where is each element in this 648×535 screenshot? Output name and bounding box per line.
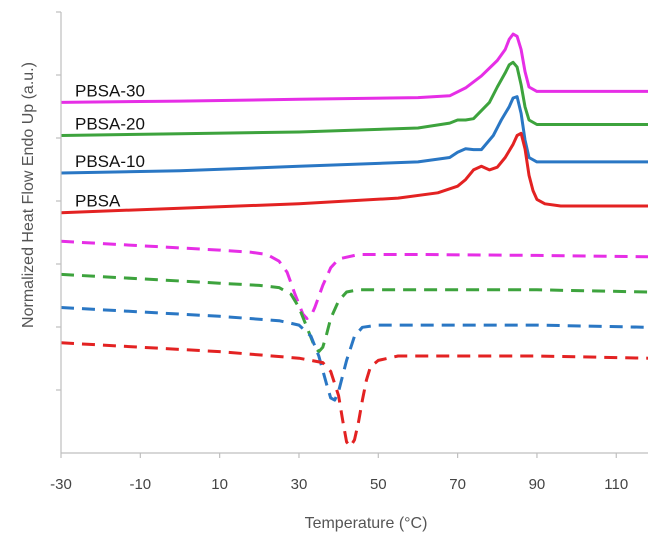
series-label: PBSA	[75, 192, 121, 211]
x-tick-label: 30	[291, 476, 308, 493]
x-tick-label: -10	[129, 476, 151, 493]
plot-lines	[60, 32, 648, 448]
x-tick-label: 110	[604, 476, 628, 493]
cooling-curve	[60, 341, 648, 448]
x-tick-label: 10	[211, 476, 228, 493]
x-tick-label: 50	[370, 476, 387, 493]
y-axis-ticks	[56, 11, 61, 391]
x-tick-label: 90	[529, 476, 546, 493]
y-axis-title: Normalized Heat Flow Endo Up (a.u.)	[20, 62, 37, 328]
series-label: PBSA-20	[75, 114, 145, 133]
series-label: PBSA-10	[75, 152, 145, 171]
cooling-curve	[60, 306, 648, 402]
x-axis-title: Temperature (°C)	[305, 515, 428, 532]
cooling-curve	[60, 239, 648, 320]
series-labels: PBSA-30 PBSA-20 PBSA-10 PBSA	[75, 81, 145, 210]
heating-curve	[60, 131, 648, 215]
cooling-curve	[60, 272, 648, 354]
x-tick-label: 70	[449, 476, 466, 493]
x-axis-ticks: -30 -10 10 30 50 70 90 110	[50, 453, 628, 493]
heating-curve	[60, 32, 648, 104]
heating-curve	[60, 60, 648, 137]
x-tick-label: -30	[50, 476, 72, 493]
heating-curve	[60, 95, 648, 175]
series-label: PBSA-30	[75, 81, 145, 100]
